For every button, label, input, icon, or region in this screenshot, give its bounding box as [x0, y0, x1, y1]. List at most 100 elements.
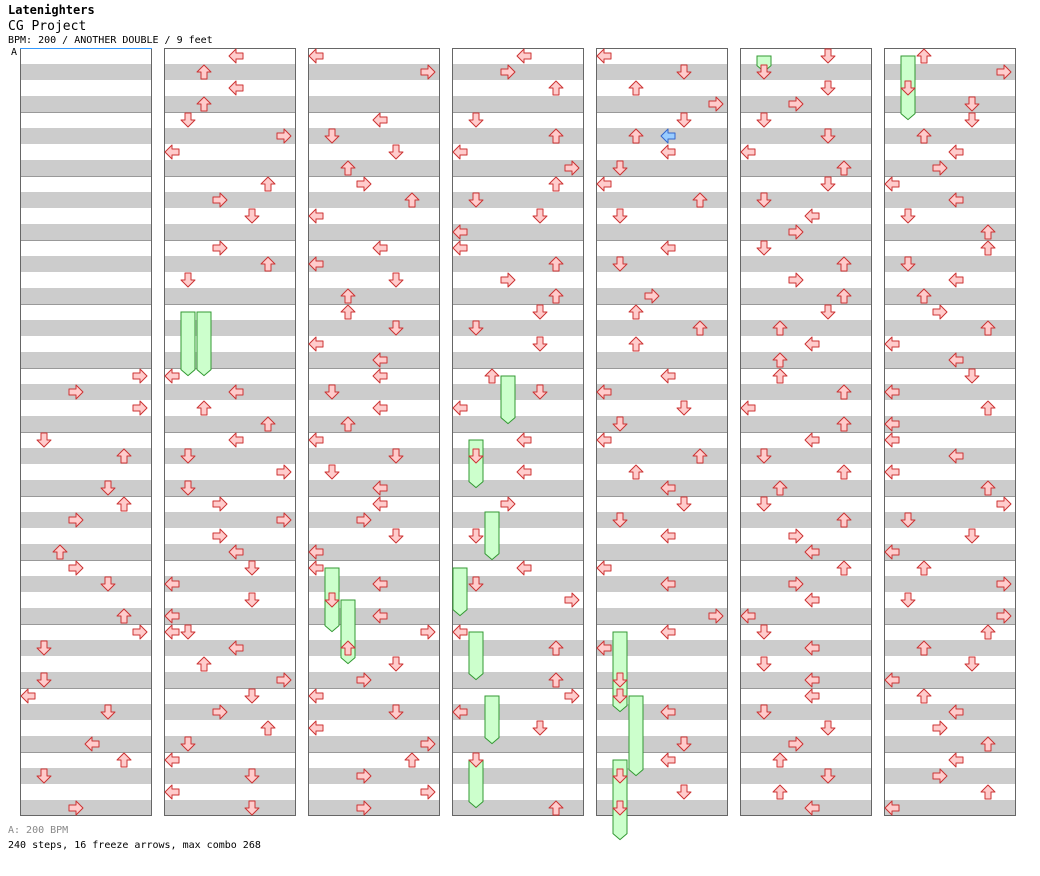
freeze-arrow — [468, 631, 484, 681]
step-arrow — [516, 560, 532, 576]
beat-stripe — [740, 480, 872, 496]
step-arrow — [884, 464, 900, 480]
step-arrow — [276, 512, 292, 528]
step-arrow — [452, 144, 468, 160]
step-arrow — [596, 640, 612, 656]
step-arrow — [244, 800, 260, 816]
step-arrow — [548, 256, 564, 272]
step-arrow — [372, 608, 388, 624]
step-arrow — [100, 576, 116, 592]
beat-stripe — [164, 288, 296, 304]
step-arrow — [468, 752, 484, 768]
step-arrow — [100, 704, 116, 720]
step-arrow — [260, 720, 276, 736]
step-arrow — [548, 128, 564, 144]
step-arrow — [900, 80, 916, 96]
step-arrow — [628, 128, 644, 144]
step-arrow — [980, 400, 996, 416]
step-arrow — [884, 544, 900, 560]
step-arrow — [836, 416, 852, 432]
step-arrow — [788, 528, 804, 544]
beat-stripe — [308, 544, 440, 560]
step-arrow — [980, 784, 996, 800]
step-arrow — [612, 208, 628, 224]
step-arrow — [356, 800, 372, 816]
beat-stripe — [164, 512, 296, 528]
beat-stripe — [884, 128, 1016, 144]
step-arrow — [132, 368, 148, 384]
beat-stripe — [740, 192, 872, 208]
beat-stripe — [164, 704, 296, 720]
step-arrow — [916, 48, 932, 64]
step-arrow — [452, 400, 468, 416]
step-arrow — [532, 384, 548, 400]
beat-stripe — [164, 576, 296, 592]
beat-stripe — [20, 288, 152, 304]
step-arrow — [388, 528, 404, 544]
step-arrow — [804, 672, 820, 688]
beat-stripe — [164, 192, 296, 208]
beat-stripe — [452, 608, 584, 624]
beat-stripe — [884, 64, 1016, 80]
step-arrow — [740, 400, 756, 416]
beat-stripe — [308, 672, 440, 688]
step-arrow — [308, 256, 324, 272]
beat-stripe — [884, 544, 1016, 560]
step-arrow — [596, 384, 612, 400]
beat-stripe — [740, 64, 872, 80]
step-arrow — [836, 256, 852, 272]
step-arrow — [324, 384, 340, 400]
step-arrow — [164, 144, 180, 160]
beat-stripe — [596, 768, 728, 784]
beat-stripe — [884, 800, 1016, 816]
beat-stripe — [884, 288, 1016, 304]
step-arrow — [500, 64, 516, 80]
step-arrow — [660, 576, 676, 592]
step-arrow — [372, 240, 388, 256]
step-arrow — [996, 496, 1012, 512]
beat-stripe — [164, 160, 296, 176]
step-arrow — [212, 240, 228, 256]
beat-stripe — [308, 96, 440, 112]
beat-stripe — [452, 512, 584, 528]
beat-stripe — [596, 544, 728, 560]
beat-stripe — [452, 128, 584, 144]
beat-stripe — [20, 224, 152, 240]
step-arrow — [804, 544, 820, 560]
step-arrow — [468, 320, 484, 336]
step-arrow — [820, 176, 836, 192]
step-arrow — [308, 688, 324, 704]
step-arrow — [916, 288, 932, 304]
step-arrow — [756, 656, 772, 672]
step-arrow — [836, 560, 852, 576]
step-arrow — [660, 240, 676, 256]
beat-stripe — [596, 192, 728, 208]
beat-stripe — [20, 384, 152, 400]
beat-stripe — [452, 64, 584, 80]
beat-stripe — [596, 608, 728, 624]
step-arrow — [964, 112, 980, 128]
step-arrow — [468, 528, 484, 544]
step-arrow — [612, 256, 628, 272]
step-arrow — [356, 176, 372, 192]
chart-stats: 240 steps, 16 freeze arrows, max combo 2… — [8, 840, 261, 851]
beat-stripe — [452, 672, 584, 688]
step-arrow — [788, 224, 804, 240]
step-arrow — [276, 128, 292, 144]
beat-stripe — [596, 512, 728, 528]
step-arrow — [596, 432, 612, 448]
beat-stripe — [740, 416, 872, 432]
step-arrow — [196, 96, 212, 112]
beat-stripe — [308, 384, 440, 400]
step-arrow — [516, 464, 532, 480]
step-arrow — [932, 768, 948, 784]
step-arrow — [884, 336, 900, 352]
step-arrow — [340, 640, 356, 656]
beat-stripe — [740, 576, 872, 592]
step-arrow — [676, 112, 692, 128]
step-arrow — [260, 416, 276, 432]
beat-stripe — [740, 704, 872, 720]
beat-stripe — [308, 512, 440, 528]
step-arrow — [356, 768, 372, 784]
step-arrow — [804, 800, 820, 816]
